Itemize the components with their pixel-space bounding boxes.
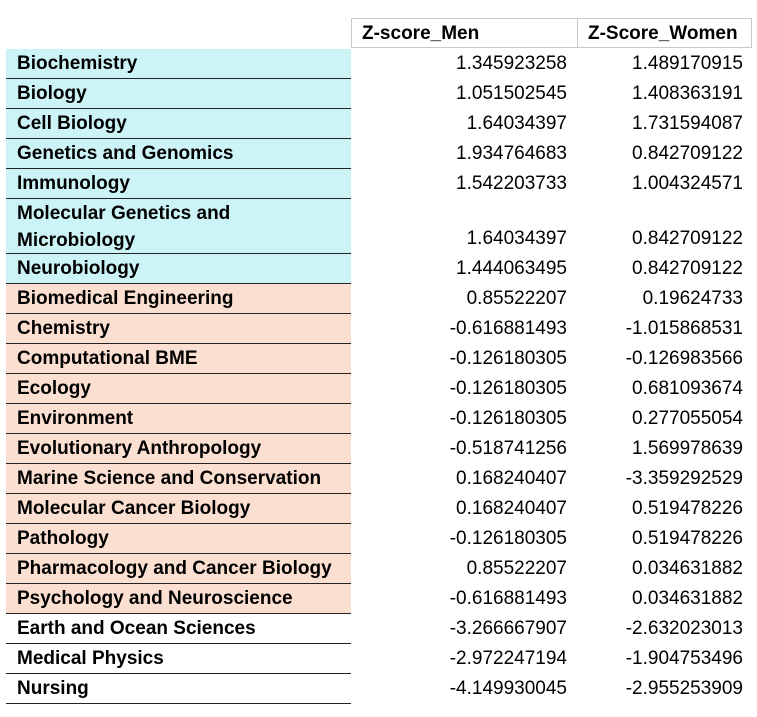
z-score-women-cell[interactable]: 0.842709122 (632, 258, 743, 279)
row-name-cell[interactable]: Computational BME (6, 344, 351, 374)
z-score-men-cell[interactable]: 0.85522207 (466, 558, 567, 579)
row-name-cell[interactable]: Evolutionary Anthropology (6, 434, 351, 464)
table-row: Computational BME -0.126180305 -0.12698356… (0, 344, 757, 374)
row-name-cell[interactable]: Chemistry (6, 314, 351, 344)
row-name-cell[interactable]: Ecology (6, 374, 351, 404)
z-score-women-cell[interactable]: 0.681093674 (632, 378, 743, 399)
z-score-women-cell[interactable]: -1.015868531 (625, 318, 743, 339)
z-score-men-cell[interactable]: 0.168240407 (456, 468, 567, 489)
z-score-men-cell[interactable]: -0.126180305 (449, 528, 567, 549)
z-score-men-cell[interactable]: 1.64034397 (466, 228, 567, 249)
z-score-women-cell[interactable]: 0.034631882 (632, 558, 743, 579)
z-score-men-cell[interactable]: -0.126180305 (449, 378, 567, 399)
z-score-women-cell[interactable]: 0.034631882 (632, 588, 743, 609)
z-score-men-cell[interactable]: -0.616881493 (449, 588, 567, 609)
table-row: Biomedical Engineering 0.85522207 0.196247… (0, 284, 757, 314)
z-score-men-cell[interactable]: 1.051502545 (456, 83, 567, 104)
table-row: Biology 1.051502545 1.408363191 (0, 79, 757, 109)
z-score-men-cell[interactable]: -0.126180305 (449, 408, 567, 429)
table-row: Marine Science and Conservation 0.1682404… (0, 464, 757, 494)
z-score-men-cell[interactable]: 0.85522207 (466, 288, 567, 309)
table-row: Evolutionary Anthropology -0.518741256 1.5… (0, 434, 757, 464)
row-name-cell[interactable]: Earth and Ocean Sciences (6, 614, 351, 644)
z-score-men-cell[interactable]: -0.126180305 (449, 348, 567, 369)
row-name-cell[interactable]: Molecular Genetics and Microbiology (6, 199, 351, 254)
z-score-women-cell[interactable]: -1.904753496 (625, 648, 743, 669)
row-name-cell[interactable]: Pathology (6, 524, 351, 554)
row-name-cell[interactable]: Biochemistry (6, 49, 351, 79)
table-row: Ecology -0.126180305 0.681093674 (0, 374, 757, 404)
table-row: Psychology and Neuroscience -0.616881493 0… (0, 584, 757, 614)
z-score-women-cell[interactable]: 1.004324571 (632, 173, 743, 194)
z-score-women-cell[interactable]: 1.408363191 (632, 83, 743, 104)
row-name-cell[interactable]: Cell Biology (6, 109, 351, 139)
row-name-cell[interactable]: Marine Science and Conservation (6, 464, 351, 494)
table-row: Molecular Genetics and Microbiology 1.640… (0, 199, 757, 254)
z-score-women-cell[interactable]: -3.359292529 (625, 468, 743, 489)
z-score-women-cell[interactable]: 0.519478226 (632, 528, 743, 549)
z-score-women-cell[interactable]: -2.632023013 (625, 618, 743, 639)
table-row: Medical Physics -2.972247194 -1.904753496 (0, 644, 757, 674)
z-score-men-cell[interactable]: 1.542203733 (456, 173, 567, 194)
header-z-score-men[interactable]: Z-score_Men (351, 18, 578, 48)
z-score-women-cell[interactable]: 1.731594087 (632, 113, 743, 134)
z-score-men-cell[interactable]: 1.934764683 (456, 143, 567, 164)
z-score-women-cell[interactable]: -2.955253909 (625, 678, 743, 699)
row-name-cell[interactable]: Pharmacology and Cancer Biology (6, 554, 351, 584)
z-score-women-cell[interactable]: 1.569978639 (632, 438, 743, 459)
table-row: Immunology 1.542203733 1.004324571 (0, 169, 757, 199)
z-score-women-cell[interactable]: -0.126983566 (625, 348, 743, 369)
row-name-cell[interactable]: Molecular Cancer Biology (6, 494, 351, 524)
row-name-cell[interactable]: Neurobiology (6, 254, 351, 284)
z-score-men-cell[interactable]: 1.64034397 (466, 113, 567, 134)
table-row: Cell Biology 1.64034397 1.731594087 (0, 109, 757, 139)
z-score-men-cell[interactable]: -4.149930045 (449, 678, 567, 699)
table-row: Pathology -0.126180305 0.519478226 (0, 524, 757, 554)
z-score-women-cell[interactable]: 0.19624733 (642, 288, 743, 309)
row-name-cell[interactable]: Immunology (6, 169, 351, 199)
z-score-men-cell[interactable]: 0.168240407 (456, 498, 567, 519)
header-z-score-women[interactable]: Z-Score_Women (577, 18, 752, 48)
z-score-men-cell[interactable]: -3.266667907 (449, 618, 567, 639)
row-name-cell[interactable]: Nursing (6, 674, 351, 704)
z-score-women-cell[interactable]: 0.842709122 (632, 228, 743, 249)
z-score-men-cell[interactable]: -0.518741256 (449, 438, 567, 459)
z-score-women-cell[interactable]: 0.519478226 (632, 498, 743, 519)
row-name-cell[interactable]: Psychology and Neuroscience (6, 584, 351, 614)
row-name-cell[interactable]: Biomedical Engineering (6, 284, 351, 314)
z-score-women-cell[interactable]: 0.842709122 (632, 143, 743, 164)
table-row: Chemistry -0.616881493 -1.015868531 (0, 314, 757, 344)
z-score-men-cell[interactable]: -0.616881493 (449, 318, 567, 339)
z-score-women-cell[interactable]: 0.277055054 (632, 408, 743, 429)
table-row: Molecular Cancer Biology 0.168240407 0.519… (0, 494, 757, 524)
table-row: Genetics and Genomics 1.934764683 0.842709… (0, 139, 757, 169)
row-name-cell[interactable]: Genetics and Genomics (6, 139, 351, 169)
table-row: Environment -0.126180305 0.277055054 (0, 404, 757, 434)
z-score-women-cell[interactable]: 1.489170915 (632, 53, 743, 74)
row-name-cell[interactable]: Environment (6, 404, 351, 434)
table-row: Earth and Ocean Sciences -3.266667907 -2.6… (0, 614, 757, 644)
row-name-cell[interactable]: Medical Physics (6, 644, 351, 674)
row-name-cell[interactable]: Biology (6, 79, 351, 109)
table-row: Pharmacology and Cancer Biology 0.8552220… (0, 554, 757, 584)
z-score-men-cell[interactable]: -2.972247194 (449, 648, 567, 669)
table-row: Nursing -4.149930045 -2.955253909 (0, 674, 757, 704)
z-score-men-cell[interactable]: 1.444063495 (456, 258, 567, 279)
z-score-men-cell[interactable]: 1.345923258 (456, 53, 567, 74)
table-row: Biochemistry 1.345923258 1.489170915 (0, 49, 757, 79)
table-row: Neurobiology 1.444063495 0.842709122 (0, 254, 757, 284)
